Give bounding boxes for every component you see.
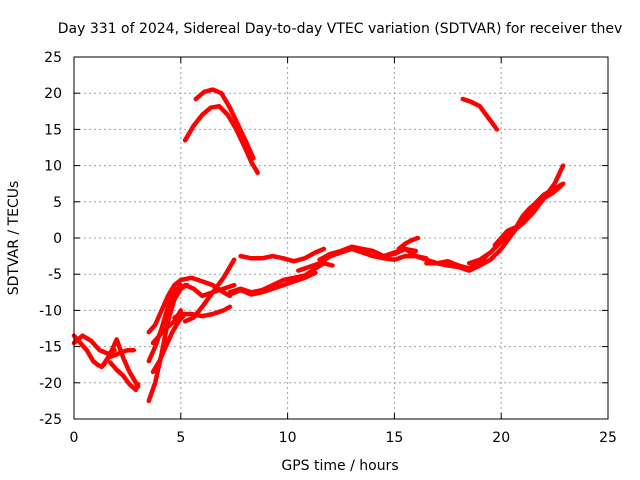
series-line-track-24 [492,183,564,248]
y-tick-label: -10 [39,303,62,319]
y-tick-label: 15 [44,122,62,138]
y-tick-label: 0 [53,231,62,247]
x-axis-label: GPS time / hours [281,458,398,474]
series-line-track-23 [466,163,566,266]
series-line-track-17 [238,246,327,264]
series-line-track-18 [296,246,429,273]
series-line-track-6 [146,282,184,364]
x-tick-label: 5 [176,430,185,446]
series-line-track-16 [227,270,318,297]
series-line-track-4 [108,360,141,393]
y-tick-label: -15 [39,340,62,356]
x-tick-label: 10 [279,430,297,446]
y-tick-label: 10 [44,159,62,175]
series-line-track-14 [193,87,256,161]
x-tick-label: 15 [385,430,403,446]
series-line-track-10 [172,304,233,320]
series-line-track-11 [182,257,237,324]
y-tick-label: -25 [39,412,62,428]
y-tick-label: -20 [39,376,62,392]
series-line-track-13 [182,103,260,176]
series-line-track-25 [460,96,500,132]
chart-title: Day 331 of 2024, Sidereal Day-to-day VTE… [58,21,622,37]
series-line-track-5 [146,282,190,404]
axes: 0 5 10 15 20 25 -25 -20 -15 -10 -5 0 5 10 15 20 25 [39,50,617,446]
series-line-track-8 [150,311,188,375]
x-tick-label: 25 [599,430,617,446]
series-line-track-22 [424,181,566,273]
x-tick-label: 20 [492,430,510,446]
series-line-track-21 [396,235,421,252]
x-tick-label: 0 [70,430,79,446]
data-series [71,87,566,404]
grid [74,57,608,419]
series-line-track-12 [182,282,237,299]
plot-frame [73,56,609,420]
y-tick-label: 20 [44,86,62,102]
y-tick-label: 25 [44,50,62,66]
y-tick-label: 5 [53,195,62,211]
y-tick-label: -5 [48,267,62,283]
y-axis-label: SDTVAR / TECUs [6,181,22,296]
series-line-track-3 [101,337,141,389]
